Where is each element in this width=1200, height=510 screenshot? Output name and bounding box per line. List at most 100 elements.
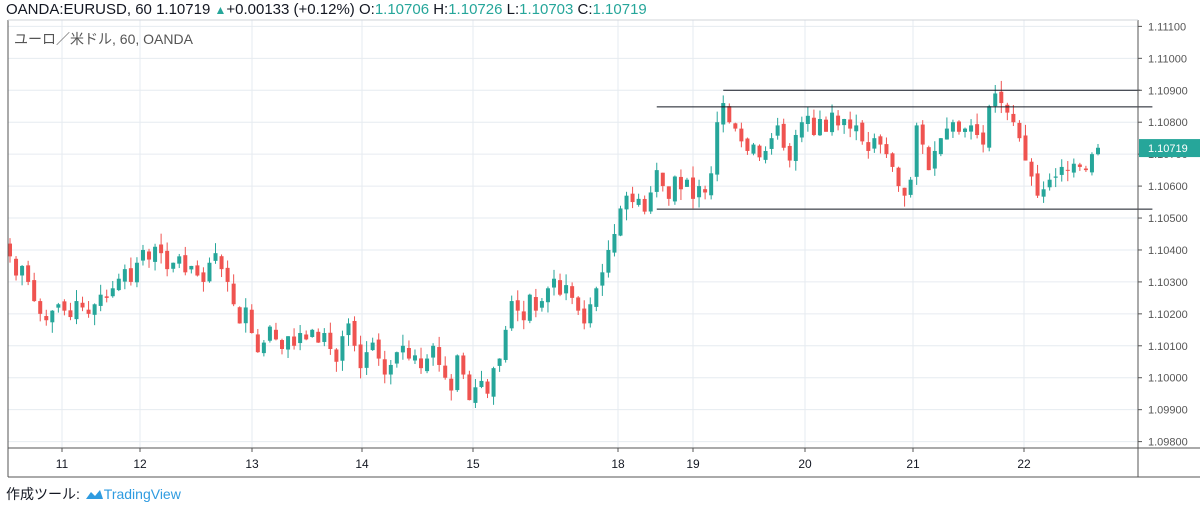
candle-body <box>255 334 260 353</box>
symbol-label[interactable]: OANDA:EURUSD <box>6 1 127 18</box>
candle-body <box>388 364 393 375</box>
candle-body <box>606 249 611 273</box>
candle-body <box>497 358 502 366</box>
candle-body <box>443 365 448 378</box>
candle-body <box>950 122 955 132</box>
candle-body <box>62 301 67 311</box>
candle-body <box>479 380 484 387</box>
candle-body <box>515 300 520 311</box>
y-tick-label: 1.10100 <box>1148 341 1188 353</box>
x-tick-label: 20 <box>798 457 812 471</box>
tradingview-link[interactable]: TradingView <box>103 486 181 502</box>
candle-body <box>1096 147 1100 155</box>
last-price-tag-label: 1.10719 <box>1148 143 1188 155</box>
candle-body <box>1053 176 1058 178</box>
candle-body <box>1089 154 1094 173</box>
low-label: L: <box>506 1 520 18</box>
candle-body <box>491 368 496 397</box>
last-price-tag <box>1139 139 1200 158</box>
high-label: H: <box>433 1 449 18</box>
candle-body <box>406 348 411 359</box>
candle-body <box>140 249 145 261</box>
candle-body <box>703 189 708 193</box>
up-arrow-icon: ▲ <box>214 3 227 17</box>
candle-body <box>1023 135 1028 161</box>
candle-body <box>938 138 943 155</box>
candle-body <box>316 331 321 343</box>
candle-body <box>189 265 194 270</box>
candle-body <box>370 342 375 351</box>
x-tick-label: 22 <box>1017 457 1031 471</box>
candle-body <box>1065 169 1070 171</box>
candle-body <box>1077 164 1082 167</box>
chart-axes: 1.111001.110001.109001.108001.107001.106… <box>7 19 1200 478</box>
candle-body <box>594 288 599 307</box>
candle-body <box>539 301 544 308</box>
candle-body <box>267 326 272 341</box>
candle-body <box>944 128 949 140</box>
y-tick-label: 1.10200 <box>1148 309 1188 321</box>
candle-body <box>147 251 152 260</box>
candle-body <box>775 125 780 136</box>
candle-body <box>509 301 514 329</box>
candle-body <box>848 119 853 129</box>
candle-body <box>346 323 351 336</box>
candle-body <box>564 285 569 294</box>
candle-body <box>981 132 986 145</box>
candle-body <box>68 310 73 318</box>
candle-body <box>98 294 103 306</box>
candle-body <box>455 355 460 391</box>
candle-body <box>787 145 792 161</box>
candle-body <box>987 106 992 148</box>
price-chart[interactable]: 1.111001.110001.109001.108001.107001.106… <box>0 0 1200 480</box>
y-tick-label: 1.10400 <box>1148 245 1188 257</box>
candle-body <box>74 301 79 320</box>
candle-body <box>425 358 430 372</box>
candle-body <box>963 128 968 132</box>
candle-body <box>376 339 381 359</box>
candle-body <box>437 347 442 365</box>
x-tick-label: 19 <box>686 457 700 471</box>
candle-body <box>382 359 387 375</box>
candle-body <box>558 280 563 295</box>
candle-body <box>872 138 877 149</box>
open-value: 1.10706 <box>374 1 430 18</box>
candle-body <box>521 311 526 321</box>
candle-body <box>660 172 665 187</box>
candle-body <box>340 336 345 361</box>
candle-body <box>552 278 556 288</box>
candle-body <box>576 297 581 311</box>
candle-body <box>993 93 998 107</box>
candle-body <box>207 262 212 282</box>
y-tick-label: 1.10500 <box>1148 213 1188 225</box>
candle-body <box>292 336 297 346</box>
candle-body <box>721 103 726 125</box>
candle-body <box>159 244 164 254</box>
footer: 作成ツール: TradingView <box>6 484 181 504</box>
candle-body <box>394 352 399 364</box>
candle-body <box>769 138 774 149</box>
candle-body <box>715 122 720 175</box>
candle-body <box>678 176 683 190</box>
change-value: +0.00133 (+0.12%) <box>226 1 355 18</box>
candle-body <box>225 267 230 282</box>
candle-body <box>878 136 883 145</box>
tradingview-logo-icon[interactable] <box>84 485 104 505</box>
close-value: 1.10719 <box>592 1 647 18</box>
candle-body <box>503 329 508 360</box>
candle-body <box>854 125 859 132</box>
candle-body <box>122 269 127 282</box>
candle-body <box>836 115 841 126</box>
candle-body <box>286 336 291 350</box>
candle-body <box>261 342 266 354</box>
candle-body <box>630 193 635 203</box>
candle-body <box>969 125 974 132</box>
candle-body <box>1011 113 1016 123</box>
candle-body <box>249 309 254 334</box>
candle-body <box>38 301 43 314</box>
candle-body <box>830 112 835 133</box>
y-tick-label: 1.09900 <box>1148 405 1188 417</box>
candle-body <box>358 344 363 369</box>
candle-body <box>195 265 200 276</box>
candle-body <box>533 297 538 311</box>
